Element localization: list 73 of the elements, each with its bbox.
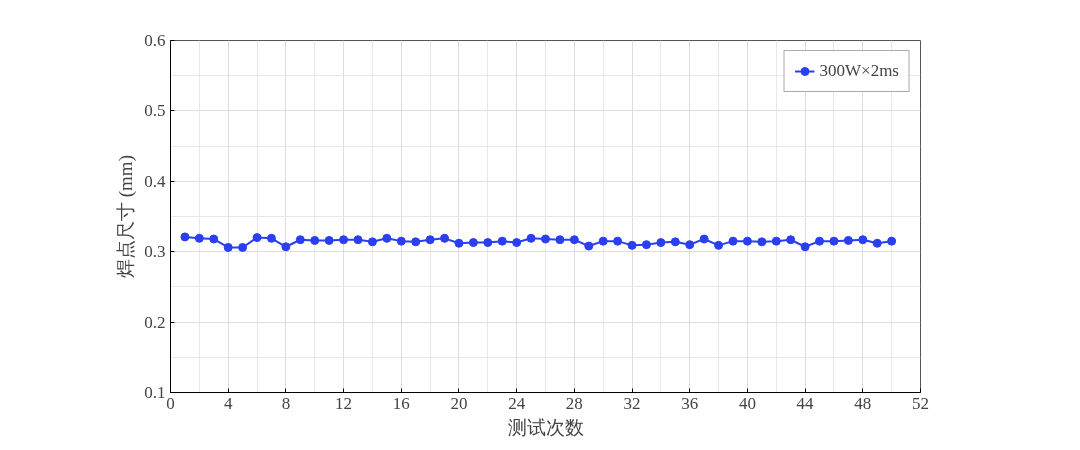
point	[353, 235, 363, 245]
point	[252, 233, 262, 243]
point	[295, 235, 305, 245]
legend-label: 300W×2ms	[819, 61, 899, 81]
x-tick-label: 36	[681, 393, 699, 413]
y-tick-label: 0.6	[144, 31, 166, 50]
point	[685, 240, 695, 250]
point	[238, 242, 248, 252]
point	[656, 238, 666, 248]
x-tick-label: 48	[854, 393, 872, 413]
point	[699, 234, 709, 244]
point	[555, 235, 565, 245]
point	[310, 235, 320, 245]
point	[223, 242, 233, 252]
y-tick-label: 0.4	[144, 171, 166, 191]
x-tick-label: 24	[508, 393, 526, 413]
point	[584, 241, 594, 251]
y-tick-label: 0.3	[144, 242, 166, 262]
x-tick-label: 16	[392, 393, 410, 413]
point	[670, 237, 680, 247]
point	[382, 233, 392, 243]
point	[858, 235, 868, 245]
point	[266, 233, 276, 243]
y-axis-title: 焊点尺寸 (mm)	[115, 155, 138, 278]
point	[641, 240, 651, 250]
y-tick-label: 0.2	[144, 312, 166, 332]
point	[598, 236, 608, 246]
x-tick-label: 12	[335, 393, 353, 413]
point	[324, 235, 334, 245]
point	[786, 235, 796, 245]
point	[468, 238, 478, 248]
x-tick-label: 4	[223, 393, 233, 413]
point	[843, 235, 853, 245]
point	[569, 235, 579, 245]
point	[180, 232, 190, 242]
x-tick-label: 44	[796, 393, 815, 413]
point	[771, 236, 781, 246]
point	[497, 236, 507, 246]
x-tick-label: 8	[281, 393, 291, 413]
point	[829, 236, 839, 246]
x-tick-label: 40	[738, 393, 756, 413]
point	[454, 238, 464, 248]
y-tick-label: 0.1	[144, 383, 166, 402]
point	[872, 238, 882, 248]
point	[425, 235, 435, 245]
point	[281, 242, 291, 252]
x-tick-label: 32	[623, 393, 641, 413]
x-axis-title: 测试次数	[507, 416, 584, 438]
point	[440, 233, 450, 243]
point	[800, 242, 810, 252]
point	[815, 236, 825, 246]
point	[512, 238, 522, 248]
x-tick-label: 0	[166, 393, 175, 413]
point	[887, 236, 897, 246]
x-tick-label: 52	[912, 393, 929, 413]
point	[194, 233, 204, 243]
y-tick-label: 0.5	[144, 101, 166, 121]
point	[483, 238, 493, 248]
point	[526, 233, 536, 243]
point	[742, 236, 752, 246]
point	[714, 240, 724, 250]
point	[541, 234, 550, 244]
point	[367, 237, 377, 247]
x-tick-label: 28	[565, 393, 583, 413]
x-tick-label: 20	[450, 393, 468, 413]
point	[396, 236, 406, 246]
point	[627, 240, 637, 250]
point	[411, 237, 421, 247]
point	[339, 235, 349, 245]
point	[209, 234, 219, 244]
point	[613, 236, 623, 246]
point	[757, 237, 767, 247]
point	[728, 236, 738, 246]
